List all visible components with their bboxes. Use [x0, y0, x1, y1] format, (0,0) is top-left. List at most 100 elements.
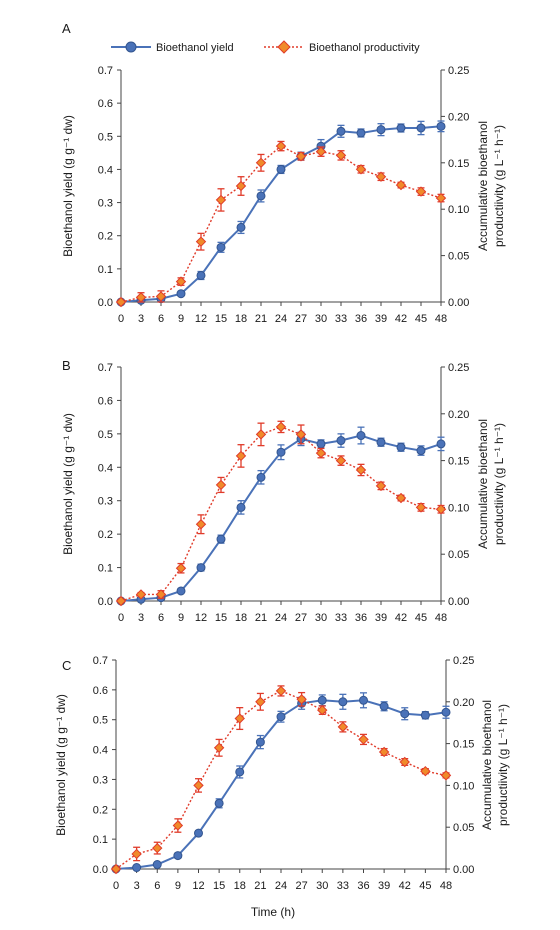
panel-c-ytick-label: 0.7: [93, 655, 108, 667]
panel-a-productivity-point: [395, 179, 407, 191]
panel-c-yield-point: [255, 737, 265, 747]
panel-b-ytick-label: 0.6: [98, 395, 113, 407]
legend-yield-label: Bioethanol yield: [156, 42, 234, 54]
panel-a-ytick-label: 0.1: [98, 264, 113, 276]
panel-b-ytick-label: 0.1: [98, 563, 113, 575]
panel-b-yield-point: [236, 502, 246, 512]
panel-a-productivity-point: [435, 192, 447, 204]
panel-a-productivity-point: [375, 171, 387, 182]
panel-c-productivity-point: [110, 863, 122, 875]
panel-a-yield-point: [436, 121, 446, 131]
panel-c-xtick-label: 30: [316, 880, 328, 892]
panel-a-ytick2-label: 0.25: [448, 65, 469, 77]
panel-a-xtick-label: 39: [375, 313, 387, 325]
panel-b-xtick-label: 33: [335, 612, 347, 624]
panel-a-xtick-label: 15: [215, 313, 227, 325]
panel-a-ytick-label: 0.7: [98, 65, 113, 77]
panel-b-xtick-label: 36: [355, 612, 367, 624]
panel-a-ylabel2: Accumulative bioethanol productiivity (g…: [476, 121, 506, 251]
panel-b-ytick2-label: 0.05: [448, 549, 469, 561]
panel-c-xtick-label: 3: [134, 880, 140, 892]
panel-b-ytick-label: 0.0: [98, 596, 113, 608]
panel-c-productivity-point: [234, 713, 245, 724]
panel-c-xlabel: Time (h): [251, 905, 295, 919]
panel-b-productivity-point: [415, 502, 427, 513]
panel-a-yield-point: [376, 125, 386, 135]
panel-b-ylabel2: Accumulative bioethanol productiivity (g…: [476, 419, 506, 549]
panel-a-ylabel2-line1: Accumulative bioethanol: [476, 121, 490, 251]
panel-a-productivity-point: [195, 236, 207, 247]
panel-a-ylabel2-line2: productiivity (g L⁻¹ h⁻¹): [492, 125, 506, 247]
panel-b-productivity-point: [275, 421, 287, 433]
panel-c-xtick-label: 0: [113, 880, 119, 892]
panel-b-yield-point: [276, 447, 286, 457]
legend-yield-marker: [125, 41, 137, 53]
panel-c-plot: 0.0 0.1 0.2 0.3 0.4 0.5 0.6 0.7 0.00 0.05 0.10 0.15…: [93, 655, 475, 892]
panel-c-productivity-point: [255, 696, 266, 708]
panel-a-xtick-label: 3: [138, 313, 144, 325]
panel-c-productivity-point: [399, 756, 410, 768]
panel-b-productivity-point: [175, 563, 187, 574]
panel-b-productivity-point: [235, 450, 247, 462]
panel-c-productivity-point: [420, 765, 431, 777]
panel-b-yield-point: [356, 431, 366, 441]
panel-c-letter: C: [62, 658, 71, 673]
panel-c-xtick-label: 6: [154, 880, 160, 892]
panel-b-letter: B: [62, 358, 71, 373]
panel-b-ytick-label: 0.7: [98, 362, 113, 374]
panel-b-xtick-label: 9: [178, 612, 184, 624]
panel-b-ylabel2-line2: productiivity (g L⁻¹ h⁻¹): [492, 423, 506, 545]
panel-b-xtick-label: 45: [415, 612, 427, 624]
panel-b-yield-point: [216, 534, 226, 544]
panel-a-ytick-label: 0.2: [98, 231, 113, 243]
panel-c-ytick2-label: 0.15: [453, 739, 474, 751]
panel-c-ytick2-label: 0.10: [453, 780, 474, 792]
panel-c-productivity-point: [378, 746, 390, 758]
panel-a-productivity-point: [335, 150, 347, 161]
panel-b-productivity-point: [155, 589, 167, 600]
panel-a-productivity-point: [295, 151, 307, 162]
panel-a-productivity-point: [355, 164, 367, 175]
panel-a-productivity-point: [175, 276, 187, 287]
panel-c-productivity-point: [317, 704, 328, 716]
panel-c-yield-point: [276, 712, 286, 722]
panel-b-yield-point: [256, 472, 266, 482]
panel-c-xtick-label: 9: [175, 880, 181, 892]
panel-a-ytick2-label: 0.05: [448, 251, 469, 263]
panel-a-ytick2-label: 0.20: [448, 111, 469, 123]
panel-c-ytick2-label: 0.00: [453, 864, 474, 876]
panel-c-productivity-point: [152, 842, 163, 854]
panel-c-xtick-label: 18: [234, 880, 246, 892]
panel-a-yield-point: [396, 123, 406, 133]
panel-a-productivity-point: [215, 194, 227, 206]
panel-a-plot: 0.0 0.1 0.2 0.3 0.4 0.5 0.6 0.7 0.00 0.05 0.10 0.15…: [98, 65, 470, 325]
panel-c-yield-point: [132, 863, 142, 873]
panel-b-ytick2-label: 0.20: [448, 409, 469, 421]
panel-b-xtick-label: 6: [158, 612, 164, 624]
panel-c-xtick-label: 48: [440, 880, 452, 892]
panel-b-ytick-label: 0.2: [98, 529, 113, 541]
panel-b-xtick-label: 30: [315, 612, 327, 624]
panel-a-xtick-label: 21: [255, 313, 267, 325]
panel-c-ytick-label: 0.4: [93, 745, 108, 757]
panel-a-productivity-point: [135, 292, 147, 303]
panel-c-ylabel2-line1: Accumulative bioethanol: [480, 700, 494, 830]
panel-c-ylabel: Bioethanol yield (g g⁻¹ dw): [54, 694, 68, 836]
panel-a-productivity-point: [255, 157, 267, 169]
panel-a-yield-point: [256, 191, 266, 201]
panel-b-yield-point: [436, 439, 446, 449]
panel-c-xtick-label: 27: [296, 880, 308, 892]
panel-b-xtick-label: 12: [195, 612, 207, 624]
panel-b-xtick-label: 21: [255, 612, 267, 624]
panel-b-productivity-point: [295, 429, 307, 440]
panel-c-productivity-point: [358, 734, 369, 745]
panel-c-yield-point: [194, 828, 203, 838]
panel-a-ytick-label: 0.5: [98, 131, 113, 143]
panel-c-ylabel2-line2: productiivity (g L⁻¹ h⁻¹): [496, 704, 510, 826]
panel-a-yield-point: [236, 222, 246, 232]
panel-c-xtick-label: 45: [419, 880, 431, 892]
panel-b-ytick2-label: 0.00: [448, 596, 469, 608]
panel-a-productivity-point: [415, 186, 427, 197]
panel-c-yield-point: [152, 860, 162, 870]
panel-b-productivity-point: [195, 519, 207, 530]
